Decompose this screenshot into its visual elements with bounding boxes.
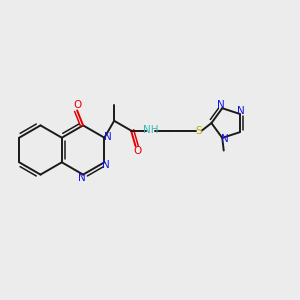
Text: NH: NH: [143, 125, 158, 135]
Text: O: O: [133, 146, 141, 156]
Text: N: N: [102, 160, 110, 170]
Text: N: N: [217, 100, 225, 110]
Text: N: N: [78, 173, 86, 183]
Text: N: N: [221, 134, 229, 144]
Text: S: S: [195, 126, 202, 136]
Text: N: N: [237, 106, 245, 116]
Text: N: N: [104, 131, 112, 142]
Text: O: O: [73, 100, 81, 110]
